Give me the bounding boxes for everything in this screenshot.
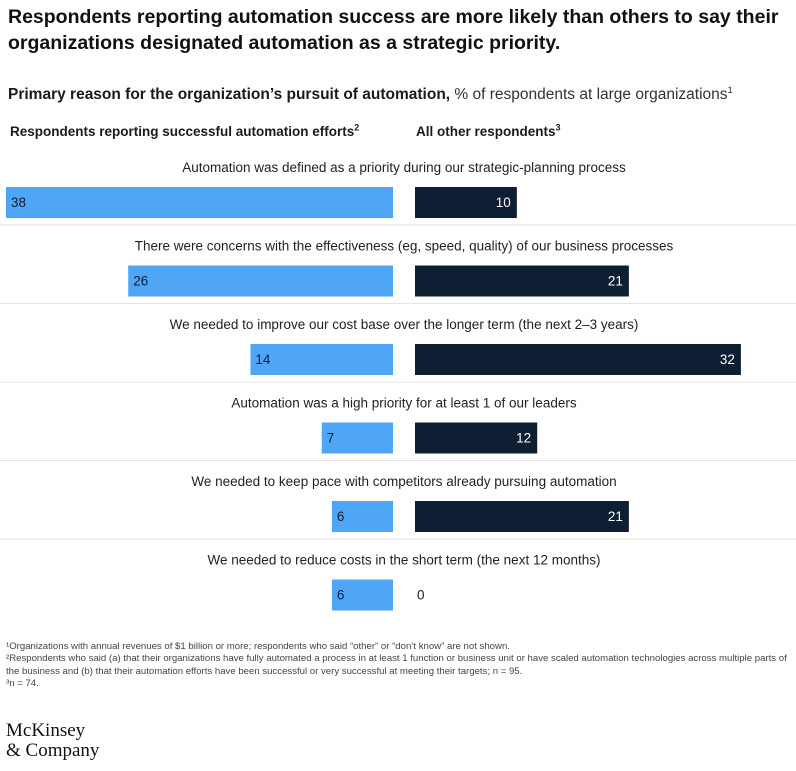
bar-successful <box>250 344 393 375</box>
value-label-other: 12 <box>516 431 531 446</box>
legend-left-footnote-ref: 2 <box>354 122 360 133</box>
category-label: Automation was a high priority for at le… <box>231 396 576 411</box>
subtitle-normal: % of respondents at large organizations <box>454 86 728 103</box>
bar-other <box>415 422 538 454</box>
legend-right-footnote-ref: 3 <box>555 122 561 133</box>
chart-subtitle: Primary reason for the organization’s pu… <box>8 85 793 105</box>
bar-other <box>415 187 517 218</box>
legend-right-label: All other respondents <box>416 124 556 139</box>
bar-other <box>415 265 629 297</box>
value-label-successful: 26 <box>133 274 148 289</box>
bar-successful <box>128 265 394 297</box>
value-label-successful: 38 <box>11 195 26 210</box>
legend-right: All other respondents3 <box>416 122 561 139</box>
value-label-other: 10 <box>496 195 511 210</box>
chart-title: Respondents reporting automation success… <box>8 6 779 54</box>
logo-line-2: & Company <box>6 740 100 761</box>
value-label-successful: 6 <box>337 509 345 524</box>
legend-left-label: Respondents reporting successful automat… <box>10 124 355 139</box>
subtitle-bold: Primary reason for the organization’s pu… <box>8 86 451 103</box>
bar-successful <box>331 501 393 532</box>
footnote-2: ²Respondents who said (a) that their org… <box>6 653 787 677</box>
footnote-1: ¹Organizations with annual revenues of $… <box>6 641 510 652</box>
subtitle-footnote-ref: 1 <box>727 84 733 95</box>
value-label-successful: 6 <box>337 588 345 603</box>
category-label: Automation was defined as a priority dur… <box>182 160 626 175</box>
value-label-successful: 7 <box>327 431 335 446</box>
category-label: We needed to keep pace with competitors … <box>191 474 616 489</box>
category-label: We needed to reduce costs in the short t… <box>208 553 601 568</box>
value-label-other: 0 <box>417 588 425 603</box>
category-label: There were concerns with the effectivene… <box>135 239 674 254</box>
footnote-3: ³n = 74. <box>6 677 39 689</box>
value-label-successful: 14 <box>255 352 271 367</box>
mckinsey-logo: McKinsey & Company <box>6 721 99 761</box>
bar-successful <box>6 187 393 218</box>
logo-line-1: McKinsey <box>6 720 86 741</box>
bar-chart: Automation was defined as a priority dur… <box>0 160 796 611</box>
footnotes: ¹Organizations with annual revenues of $… <box>6 641 796 690</box>
bar-successful <box>321 422 393 454</box>
bar-successful <box>331 579 393 611</box>
legend-left: Respondents reporting successful automat… <box>10 122 360 139</box>
value-label-other: 21 <box>608 509 623 524</box>
bar-other <box>415 344 741 375</box>
category-label: We needed to improve our cost base over … <box>170 317 639 332</box>
value-label-other: 32 <box>720 352 735 367</box>
value-label-other: 21 <box>608 274 623 289</box>
bar-other <box>415 501 629 532</box>
